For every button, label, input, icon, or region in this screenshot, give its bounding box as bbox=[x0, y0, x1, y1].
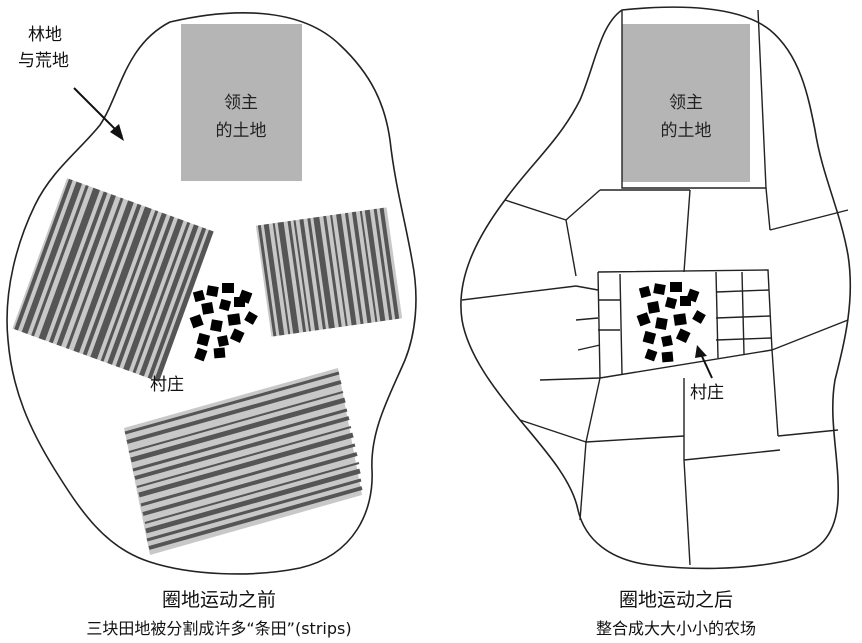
after-village-houses bbox=[636, 282, 706, 363]
before-village-label: 村庄 bbox=[150, 375, 184, 395]
before-caption-subtitle: 三块田地被分割成许多“条田”(strips) bbox=[86, 619, 351, 638]
strip-field-2 bbox=[255, 207, 403, 337]
strip-field-3 bbox=[124, 368, 363, 555]
before-lord-land-label-2: 的土地 bbox=[216, 121, 267, 141]
woodland-label-1: 林地 bbox=[28, 25, 62, 45]
before-lord-land-label-1: 领主 bbox=[224, 93, 258, 113]
before-panel: 领主 的土地 林地 与荒地 bbox=[6, 12, 417, 575]
farm-boundaries bbox=[461, 9, 849, 566]
strip-field-1 bbox=[12, 178, 214, 382]
after-village-arrowhead bbox=[695, 345, 707, 358]
woodland-arrowhead bbox=[110, 124, 124, 141]
after-caption-subtitle: 整合成大大小小的农场 bbox=[596, 619, 756, 638]
strip-field-2-strips bbox=[257, 207, 400, 337]
after-caption-title: 圈地运动之后 bbox=[619, 589, 733, 611]
strip-field-1-strips bbox=[14, 178, 214, 382]
woodland-pointer-arrow bbox=[73, 87, 123, 137]
before-caption-title: 圈地运动之前 bbox=[162, 589, 276, 611]
woodland-label-2: 与荒地 bbox=[18, 51, 69, 71]
strip-field-3-strips bbox=[124, 371, 363, 550]
before-lord-land bbox=[181, 24, 302, 181]
after-lord-land-label-2: 的土地 bbox=[661, 121, 712, 141]
before-village-houses bbox=[189, 283, 258, 362]
after-lord-land bbox=[622, 24, 750, 182]
after-lord-land-label-1: 领主 bbox=[669, 93, 703, 113]
after-village-label: 村庄 bbox=[690, 383, 724, 403]
after-panel: 领主 的土地 bbox=[460, 6, 852, 570]
